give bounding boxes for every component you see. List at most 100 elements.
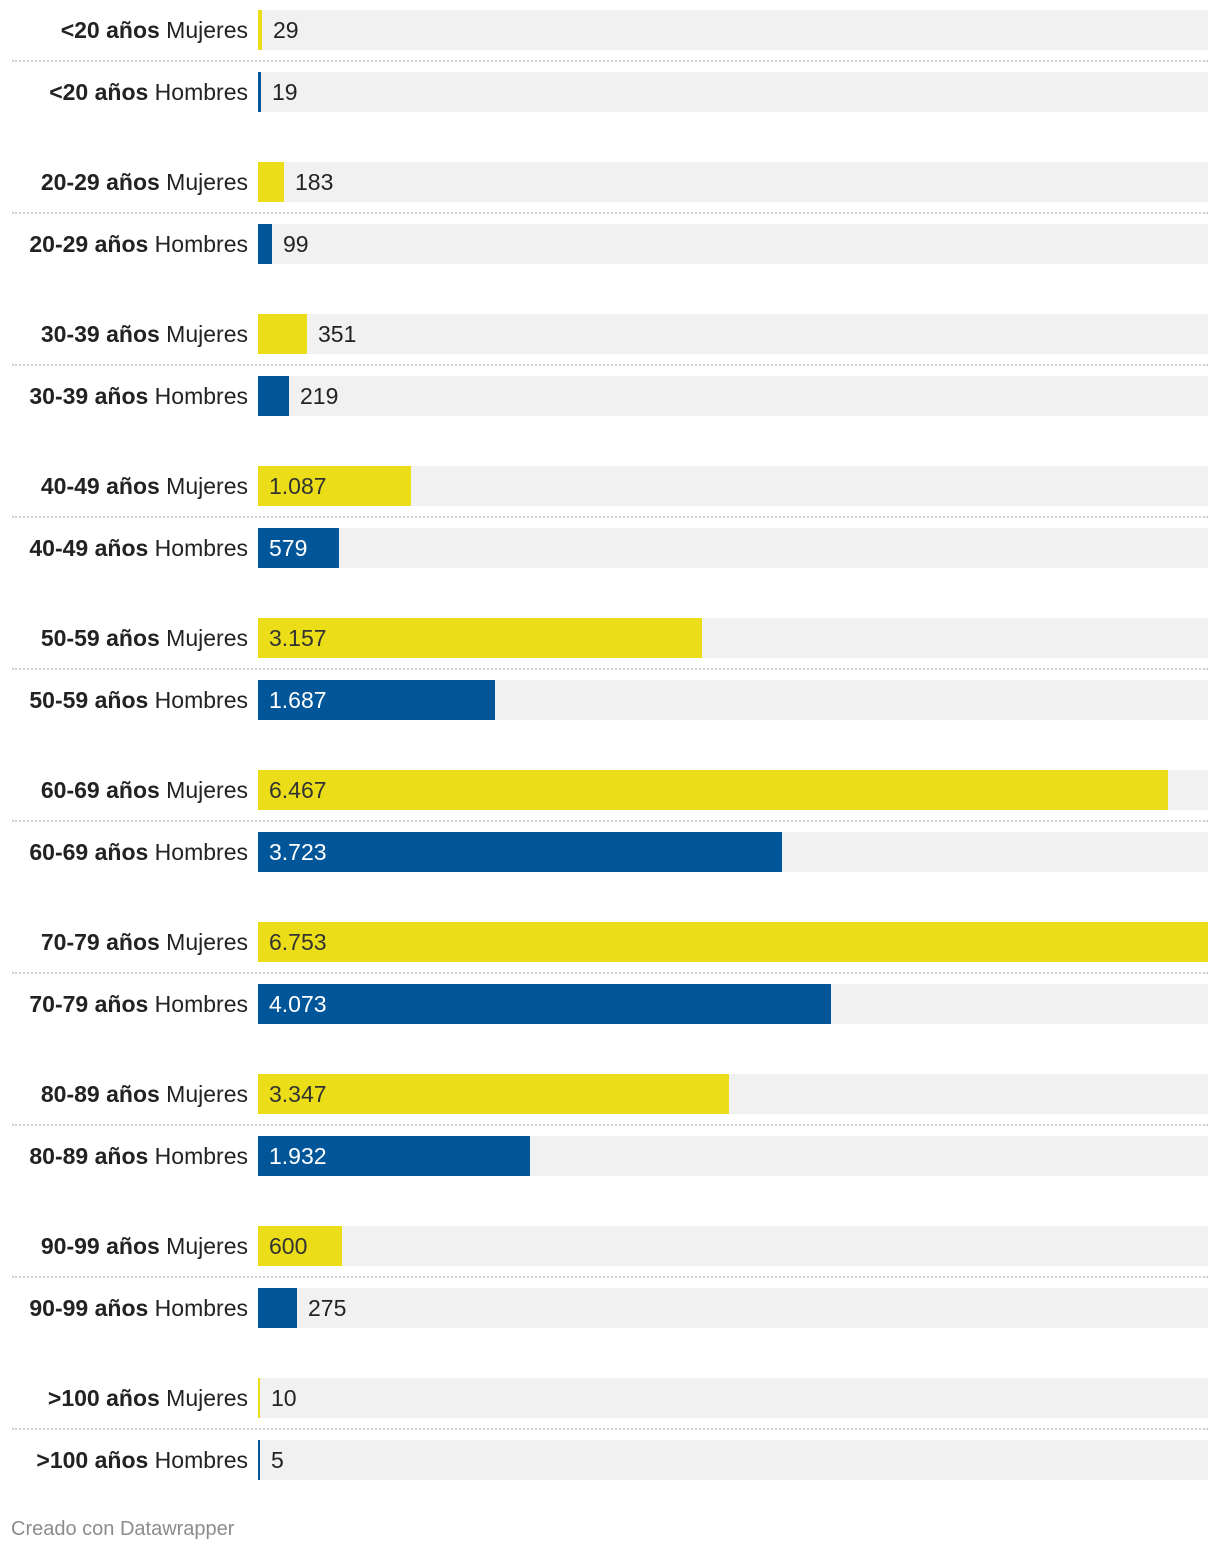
- bar-row: 50-59 años Hombres 1.687: [0, 680, 1220, 720]
- value-label: 19: [272, 79, 298, 105]
- bar-row: 70-79 años Hombres 4.073: [0, 984, 1220, 1024]
- value-label: 99: [283, 231, 309, 257]
- bar-row: 60-69 años Mujeres 6.467: [0, 770, 1220, 810]
- bar-mujeres[interactable]: [258, 922, 1208, 962]
- age-group-label: 50-59 años: [40, 625, 160, 651]
- bar-track: 99: [258, 224, 1208, 264]
- bar-label: 20-29 años Hombres: [29, 224, 248, 264]
- bar-label: 90-99 años Mujeres: [41, 1226, 248, 1266]
- row-separator: [12, 1428, 1208, 1430]
- row-separator: [12, 60, 1208, 62]
- value-label: 351: [318, 321, 357, 347]
- bar-track: 10: [258, 1378, 1208, 1418]
- bar-mujeres[interactable]: [258, 1226, 342, 1266]
- age-group-label: <20 años: [60, 17, 160, 43]
- value-label: 4.073: [269, 991, 327, 1017]
- bar-track: 3.157: [258, 618, 1208, 658]
- value-label: 5: [271, 1447, 284, 1473]
- bar-mujeres[interactable]: [258, 770, 1168, 810]
- value-label: 6.467: [269, 777, 327, 803]
- value-label: 3.347: [269, 1081, 327, 1107]
- bar-label: >100 años Hombres: [36, 1440, 248, 1480]
- bar-label: 20-29 años Mujeres: [41, 162, 248, 202]
- bar-hombres[interactable]: [258, 376, 289, 416]
- bar-mujeres[interactable]: [258, 1378, 260, 1418]
- bar-label: 70-79 años Mujeres: [41, 922, 248, 962]
- bar-track: 351: [258, 314, 1208, 354]
- bar-hombres[interactable]: [258, 832, 782, 872]
- sex-label: Mujeres: [159, 777, 248, 803]
- value-label: 3.723: [269, 839, 327, 865]
- age-group-label: 30-39 años: [40, 321, 160, 347]
- row-separator: [12, 364, 1208, 366]
- bar-mujeres[interactable]: [258, 618, 702, 658]
- value-label: 579: [269, 535, 308, 561]
- age-group-label: >100 años: [36, 1447, 149, 1473]
- bar-chart: <20 años Mujeres 29 <20 años Hombres 19 20-2…: [0, 10, 1220, 1480]
- bar-row: 30-39 años Hombres 219: [0, 376, 1220, 416]
- bar-row: 40-49 años Hombres 579: [0, 528, 1220, 568]
- row-separator: [12, 212, 1208, 214]
- bar-hombres[interactable]: [258, 528, 339, 568]
- bar-label: <20 años Hombres: [49, 72, 248, 112]
- value-label: 6.753: [269, 929, 327, 955]
- bar-hombres[interactable]: [258, 680, 495, 720]
- sex-label: Hombres: [148, 1143, 248, 1169]
- bar-track: 579: [258, 528, 1208, 568]
- bar-label: >100 años Mujeres: [48, 1378, 248, 1418]
- value-label: 1.087: [269, 473, 327, 499]
- age-group-label: <20 años: [49, 79, 149, 105]
- row-separator: [12, 668, 1208, 670]
- bar-track: 219: [258, 376, 1208, 416]
- age-group-label: 80-89 años: [40, 1081, 160, 1107]
- bar-row: 40-49 años Mujeres 1.087: [0, 466, 1220, 506]
- sex-label: Mujeres: [159, 1385, 248, 1411]
- bar-label: 70-79 años Hombres: [29, 984, 248, 1024]
- bar-hombres[interactable]: [258, 1136, 530, 1176]
- bar-mujeres[interactable]: [258, 466, 411, 506]
- value-label: 275: [308, 1295, 347, 1321]
- bar-track: 3.723: [258, 832, 1208, 872]
- sex-label: Hombres: [148, 839, 248, 865]
- bar-hombres[interactable]: [258, 72, 261, 112]
- footer-credit[interactable]: Creado con Datawrapper: [11, 1518, 235, 1540]
- bar-row: 30-39 años Mujeres 351: [0, 314, 1220, 354]
- value-label: 1.932: [269, 1143, 327, 1169]
- bar-hombres[interactable]: [258, 1288, 297, 1328]
- value-label: 600: [269, 1233, 308, 1259]
- age-group-label: 70-79 años: [29, 991, 149, 1017]
- bar-label: 30-39 años Mujeres: [41, 314, 248, 354]
- bar-label: 40-49 años Mujeres: [41, 466, 248, 506]
- bar-hombres[interactable]: [258, 1440, 260, 1480]
- bar-row: 90-99 años Mujeres 600: [0, 1226, 1220, 1266]
- bar-mujeres[interactable]: [258, 10, 262, 50]
- bar-mujeres[interactable]: [258, 314, 307, 354]
- bar-track: 6.467: [258, 770, 1208, 810]
- bar-track: 3.347: [258, 1074, 1208, 1114]
- bar-row: <20 años Mujeres 29: [0, 10, 1220, 50]
- age-group-label: 60-69 años: [29, 839, 149, 865]
- sex-label: Hombres: [148, 79, 248, 105]
- bar-track: 600: [258, 1226, 1208, 1266]
- age-group-label: 40-49 años: [29, 535, 149, 561]
- bar-label: 60-69 años Hombres: [29, 832, 248, 872]
- bar-mujeres[interactable]: [258, 1074, 729, 1114]
- age-group-label: 20-29 años: [40, 169, 160, 195]
- value-label: 1.687: [269, 687, 327, 713]
- bar-row: >100 años Mujeres 10: [0, 1378, 1220, 1418]
- sex-label: Hombres: [148, 1447, 248, 1473]
- bar-row: 80-89 años Mujeres 3.347: [0, 1074, 1220, 1114]
- sex-label: Hombres: [148, 383, 248, 409]
- bar-track: 29: [258, 10, 1208, 50]
- bar-hombres[interactable]: [258, 984, 831, 1024]
- value-label: 183: [295, 169, 334, 195]
- age-group-label: 40-49 años: [40, 473, 160, 499]
- sex-label: Mujeres: [159, 473, 248, 499]
- bar-row: 90-99 años Hombres 275: [0, 1288, 1220, 1328]
- bar-hombres[interactable]: [258, 224, 272, 264]
- age-group-label: >100 años: [47, 1385, 160, 1411]
- sex-label: Mujeres: [159, 321, 248, 347]
- value-label: 10: [271, 1385, 297, 1411]
- bar-mujeres[interactable]: [258, 162, 284, 202]
- value-label: 219: [300, 383, 339, 409]
